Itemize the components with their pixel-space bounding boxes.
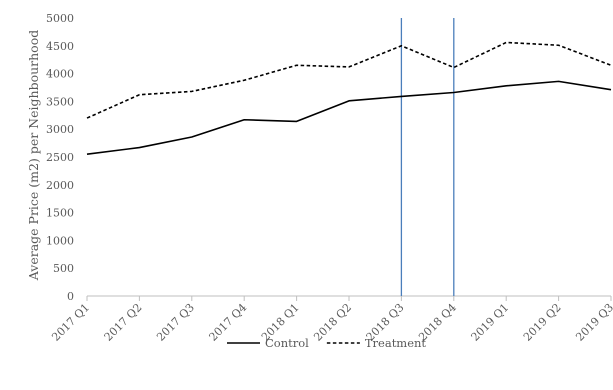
y-tick-label: 4000 [46, 68, 74, 81]
y-tick-label: 0 [67, 290, 74, 303]
y-tick-label: 1000 [46, 234, 74, 247]
y-tick-label: 2000 [46, 179, 74, 192]
y-tick-label: 4500 [46, 40, 74, 53]
y-tick-label: 1500 [46, 207, 74, 220]
series-group [86, 41, 612, 156]
y-tick-label: 2500 [46, 151, 74, 164]
y-tick-label: 3500 [46, 95, 74, 108]
y-tick-label: 500 [53, 262, 74, 275]
axes-group: 0 500 1000 1500 2000 2500 3000 3500 4000 4500 5000… [46, 12, 613, 344]
legend: Control Treatment [227, 336, 426, 350]
y-axis-title: Average Price (m2) per Neighbourhood [26, 30, 41, 281]
series-line-control [86, 80, 612, 156]
x-tick-label: 2017 Q3 [154, 301, 197, 344]
x-tick-label: 2017 Q4 [207, 301, 250, 344]
x-tick-label: 2019 Q1 [469, 301, 512, 344]
legend-label-treatment: Treatment [365, 336, 427, 350]
series-line-treatment [86, 41, 612, 119]
x-tick-label: 2017 Q1 [49, 301, 92, 344]
y-tick-label: 5000 [46, 12, 74, 25]
y-tick-label: 3000 [46, 123, 74, 136]
x-tick-label: 2019 Q3 [573, 301, 613, 344]
x-tick-label: 2019 Q2 [521, 301, 564, 344]
x-tick-label: 2017 Q2 [102, 301, 145, 344]
reference-lines-group [400, 18, 455, 296]
x-tick-label: 2018 Q2 [311, 301, 354, 344]
legend-label-control: Control [265, 336, 309, 350]
